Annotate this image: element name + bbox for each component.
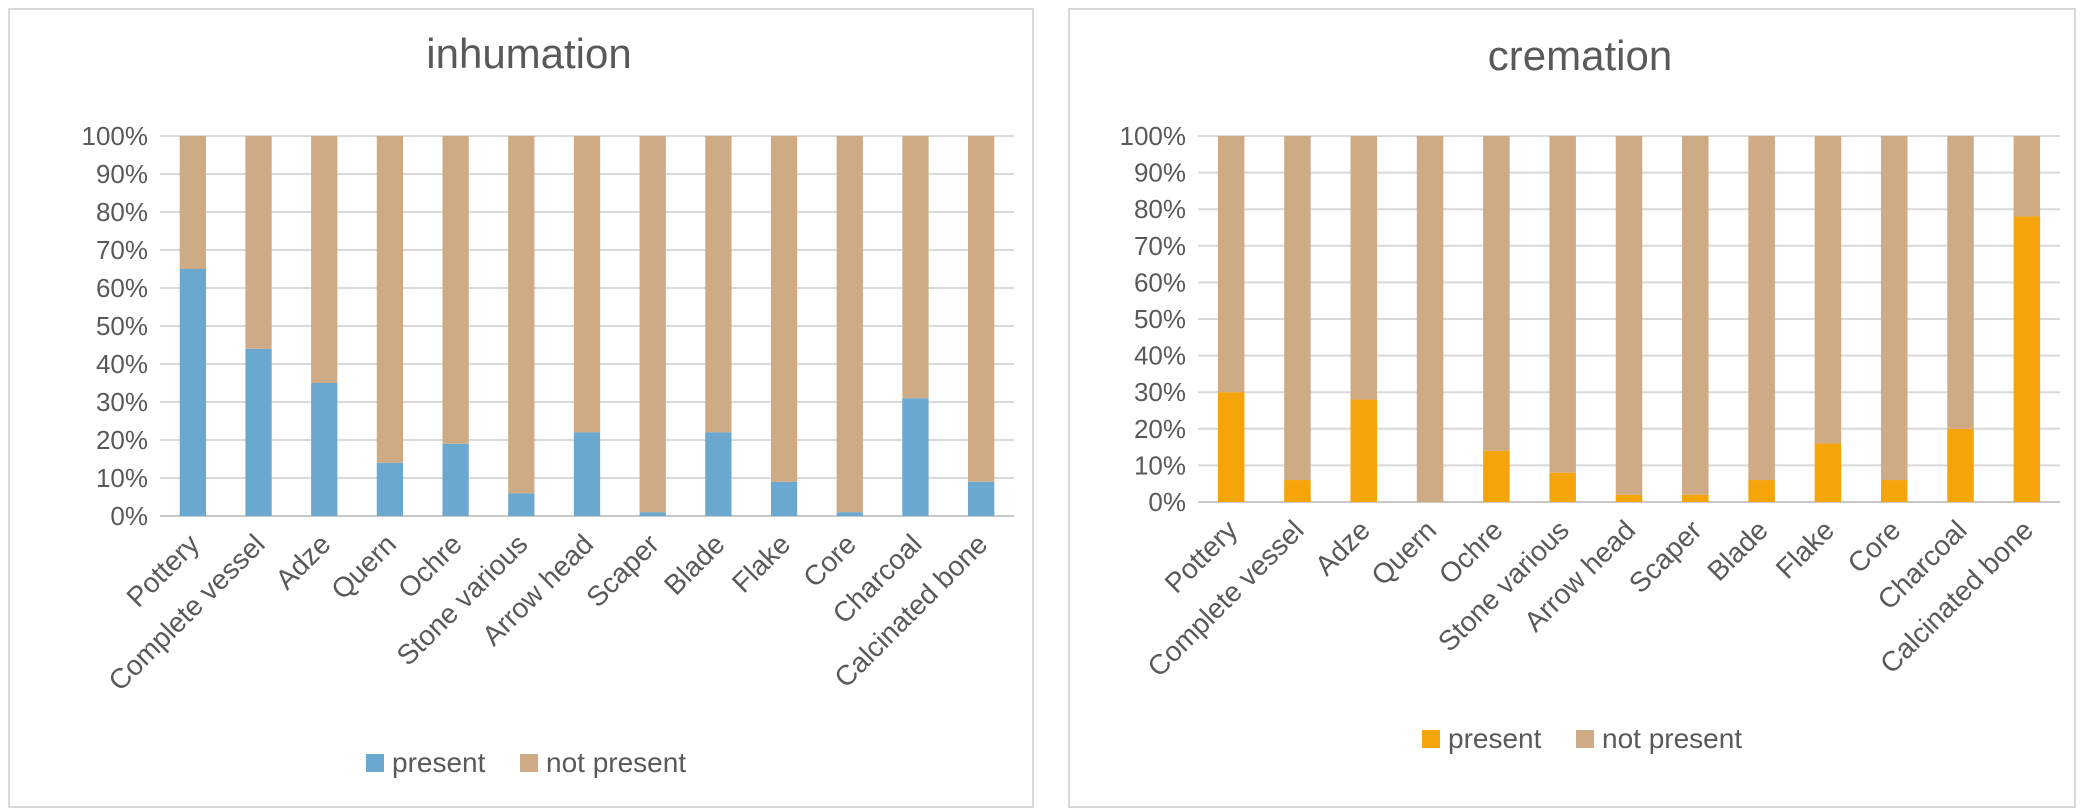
y-tick-label: 70% [96,235,148,265]
y-tick-label: 40% [1134,341,1186,371]
y-tick-label: 70% [1134,231,1186,261]
legend-label-present: present [392,747,486,778]
bar-not-present [311,136,338,383]
bar-not-present [1615,136,1643,495]
legend-label-not-present: not present [546,747,686,778]
bar-present [508,493,535,516]
y-tick-label: 40% [96,349,148,379]
bar-not-present [573,136,601,433]
bar-present [836,512,863,516]
y-tick-label: 100% [82,121,149,151]
bar-present [902,398,929,516]
y-tick-label: 20% [96,425,148,455]
bar-present [179,269,206,516]
bar-not-present [442,136,469,444]
bar-present [1549,472,1576,502]
bar-not-present [836,136,863,513]
x-category-label: Scaper [580,528,665,613]
legend-swatch-present [1422,730,1440,748]
bar-present [770,481,798,516]
bar-present [2013,216,2041,502]
inhumation-chart-svg: inhumation 0% 10% 20% 30% 40% 50% 60% 70% 80% 90% 1… [82,30,1014,778]
bar-not-present [1284,136,1311,481]
bar-present [245,348,272,516]
y-tick-label: 50% [96,311,148,341]
x-category-label: Quern [325,528,402,605]
bar-present [1880,480,1908,502]
bar-present [705,432,732,516]
legend-swatch-not-present [1576,730,1594,748]
bar-not-present [1217,136,1245,393]
legend-swatch-not-present [520,754,538,772]
y-tick-label: 10% [96,463,148,493]
chart-title: inhumation [426,30,631,77]
bar-present [311,383,338,516]
y-tick-label: 60% [1134,267,1186,297]
bar-not-present [770,136,798,482]
y-tick-label: 60% [96,273,148,303]
bar-not-present [968,136,995,482]
y-tick-label: 90% [1134,158,1186,188]
bar-not-present [1483,136,1510,451]
bar-not-present [179,136,206,269]
inhumation-chart-panel: inhumation 0% 10% 20% 30% 40% 50% 60% 70% 80% 90% 1… [8,8,1034,808]
bar-not-present [245,136,272,349]
bar-not-present [705,136,732,433]
bar-not-present [1350,136,1378,400]
bar-not-present [902,136,929,399]
bar-not-present [1814,136,1842,444]
bar-present [1615,494,1643,502]
x-category-label: Flake [726,528,796,598]
bar-present [1947,428,1974,502]
x-category-label: Flake [1770,514,1840,584]
legend-label-present: present [1448,723,1542,754]
cremation-chart-svg: cremation 0% 10% 20% 30% 40% 50% 60% 70% 80% 90% 10… [1120,32,2060,754]
bar-present [1350,399,1378,502]
y-tick-label: 30% [96,387,148,417]
x-category-label: Blade [1701,514,1774,587]
y-tick-label: 10% [1134,450,1186,480]
bar-present [1814,443,1842,502]
y-tick-label: 0% [110,501,148,531]
x-category-label: Quern [1365,514,1442,591]
bar-not-present [376,136,404,463]
bar-not-present [1947,136,1974,429]
legend-swatch-present [366,754,384,772]
bar-present [1284,480,1311,502]
y-tick-label: 20% [1134,414,1186,444]
bar-not-present [639,136,666,513]
bar-not-present [1549,136,1576,473]
y-tick-label: 50% [1134,304,1186,334]
bar-present [1682,494,1709,502]
y-tick-label: 90% [96,159,148,189]
cremation-chart-panel: cremation 0% 10% 20% 30% 40% 50% 60% 70% 80% 90% 10… [1068,8,2076,808]
bar-not-present [1748,136,1775,481]
bar-present [376,462,404,516]
bar-present [1748,480,1775,502]
bar-not-present [1880,136,1908,481]
bar-present [573,432,601,516]
bar-not-present [1416,136,1444,502]
bar-not-present [1682,136,1709,495]
bar-present [1217,392,1245,502]
chart-title: cremation [1488,32,1672,79]
y-tick-label: 0% [1148,487,1186,517]
bar-present [968,481,995,516]
bar-not-present [2013,136,2041,217]
y-tick-label: 30% [1134,377,1186,407]
bar-present [1483,450,1510,502]
bar-present [639,512,666,516]
y-tick-label: 80% [1134,194,1186,224]
x-category-label: Scaper [1623,514,1708,599]
y-tick-label: 100% [1120,121,1187,151]
x-category-label: Blade [658,528,731,601]
y-tick-label: 80% [96,197,148,227]
bar-not-present [508,136,535,494]
bar-present [442,443,469,516]
legend-label-not-present: not present [1602,723,1742,754]
